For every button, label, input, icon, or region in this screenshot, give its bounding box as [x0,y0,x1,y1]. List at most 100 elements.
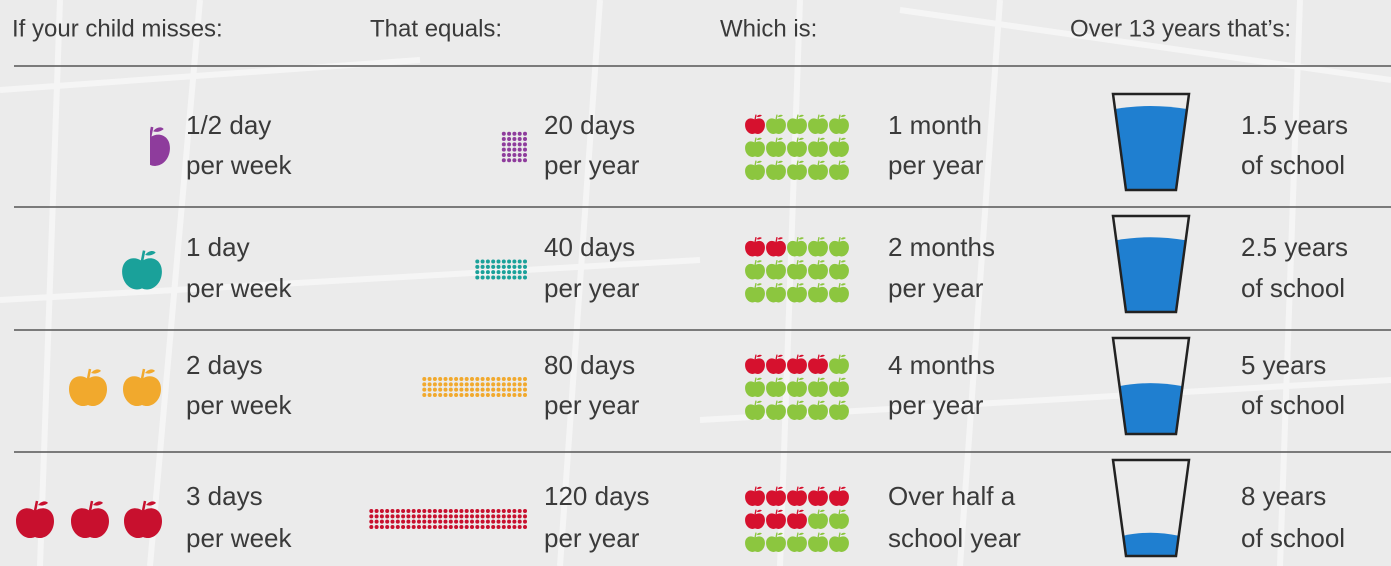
glass-outline [1111,214,1191,314]
dot [454,387,459,392]
dot [470,392,474,397]
dot [501,275,506,280]
dot [401,514,406,519]
dot [517,264,522,269]
dot [496,392,501,397]
dot [443,392,448,397]
month-apple [744,259,766,281]
dot [422,524,427,529]
month-apple-shape [807,531,829,553]
dot [501,387,506,392]
glass [1111,92,1191,192]
month-apple [807,259,829,281]
month-apple [828,376,850,398]
apple-icon-shape [121,367,163,408]
dot [475,382,480,387]
dot [417,514,421,519]
dot-grid [475,259,527,280]
dot [464,519,469,524]
dot [523,392,527,397]
dot [369,519,374,524]
dot [491,387,496,392]
dot-grid [369,509,527,529]
dot [379,509,384,514]
which-text: 1 month [888,110,982,140]
dot [459,392,464,397]
dot [507,137,512,142]
month-apple-shape [744,113,766,135]
dot [512,152,517,157]
dot [422,509,427,514]
dot [422,392,427,397]
dot [501,519,506,524]
dot [523,382,527,387]
month-apple [807,353,829,375]
dot [517,259,522,264]
dot [491,264,496,269]
month-apple [786,485,808,507]
dot [427,519,432,524]
dot [443,509,448,514]
dot [395,524,400,529]
apple-icon-shape [150,125,172,168]
dot [438,519,443,524]
dot [517,137,522,142]
month-apple-shape [744,159,766,181]
dot [507,147,512,152]
month-apple-shape [828,159,850,181]
apple-icon [120,249,164,291]
month-apple [765,159,787,181]
month-apple-shape [807,282,829,304]
month-apple [765,136,787,158]
dot [491,524,496,529]
dot [427,387,432,392]
dot [491,377,496,382]
month-apple [786,159,808,181]
dot [491,382,496,387]
dot [507,382,512,387]
dot [422,387,427,392]
dot [470,387,474,392]
dot [464,377,469,382]
dot [485,509,490,514]
dot [427,524,432,529]
dot [454,509,459,514]
dot [432,382,437,387]
dot [448,387,453,392]
dot [432,514,437,519]
month-apple-shape [786,531,808,553]
month-apple [765,236,787,258]
dot [438,514,443,519]
dot [501,142,506,147]
month-apple [765,113,787,135]
dot [480,392,485,397]
dot [507,259,512,264]
dot [432,377,437,382]
dot [422,377,427,382]
dot [459,519,464,524]
dot [507,524,512,529]
dot [369,524,374,529]
month-apple [786,136,808,158]
month-apple-shape [807,485,829,507]
month-apple [744,353,766,375]
dot [517,387,522,392]
dot [480,382,485,387]
month-apple [828,508,850,530]
dot [485,264,490,269]
dot [523,377,527,382]
over-text: of school [1241,523,1345,553]
apple-icon-shape [120,249,164,291]
dot [480,514,485,519]
dot [438,387,443,392]
dot [517,158,522,163]
dot [517,524,522,529]
dot [470,524,474,529]
month-apple-shape [828,376,850,398]
dot [501,514,506,519]
month-apple-shape [744,236,766,258]
glass-water [1115,106,1187,190]
dot [523,514,527,519]
dot [507,275,512,280]
dot [374,519,379,524]
